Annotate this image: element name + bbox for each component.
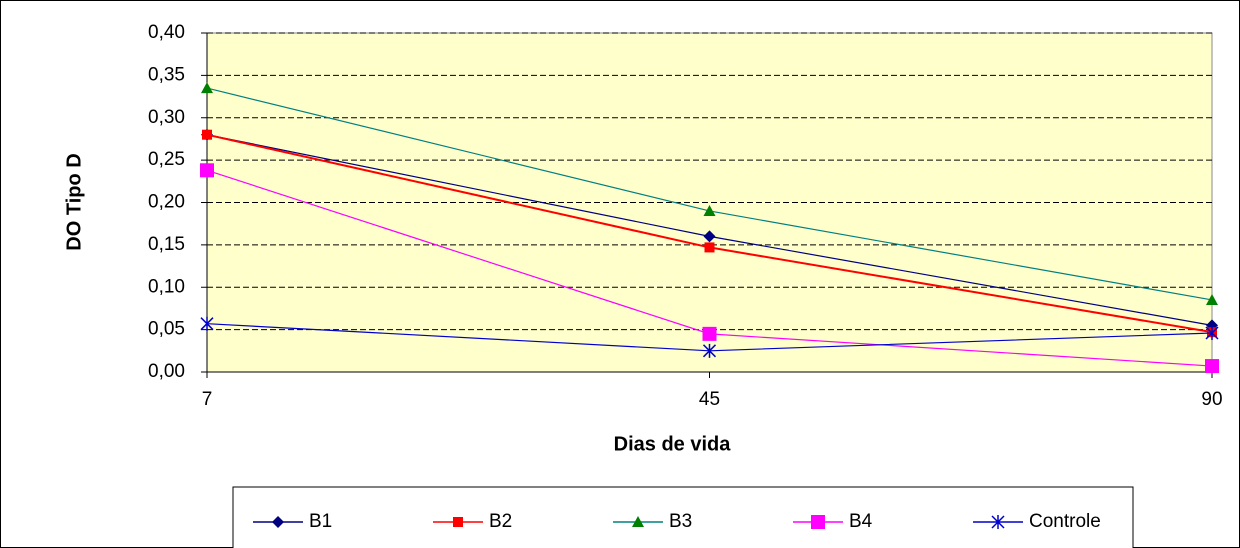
marker	[702, 326, 717, 341]
marker	[272, 516, 284, 528]
marker	[702, 343, 717, 358]
x-tick-label: 90	[1201, 389, 1222, 410]
legend-label: Controle	[1029, 511, 1101, 532]
y-tick-label: 0,35	[148, 64, 185, 85]
plot-area	[206, 32, 1213, 373]
legend-label: B2	[489, 511, 512, 532]
legend-label: B3	[669, 511, 692, 532]
marker	[632, 516, 644, 527]
marker	[200, 163, 214, 178]
marker	[201, 82, 213, 94]
y-tick-label: 0,20	[148, 192, 185, 213]
y-tick-label: 0,30	[148, 107, 185, 128]
marker	[704, 242, 715, 253]
y-axis-title: DO Tipo D	[63, 153, 85, 250]
marker	[453, 517, 463, 527]
marker	[703, 204, 716, 216]
marker	[991, 515, 1005, 529]
marker	[202, 129, 212, 140]
legend-label: B4	[849, 511, 873, 532]
marker	[200, 316, 214, 331]
marker	[1205, 326, 1219, 341]
y-tick-label: 0,40	[148, 22, 185, 43]
y-tick-label: 0,15	[148, 234, 185, 255]
y-tick-label: 0,10	[148, 276, 185, 297]
legend-box	[232, 486, 1134, 548]
marker	[811, 515, 825, 529]
marker	[1205, 359, 1219, 374]
x-tick-label: 7	[202, 389, 213, 410]
y-tick-label: 0,00	[148, 361, 185, 382]
marker	[703, 230, 716, 243]
x-tick-label: 45	[699, 389, 720, 410]
marker	[1206, 293, 1218, 305]
y-tick-label: 0,25	[148, 149, 185, 170]
y-tick-label: 0,05	[148, 319, 185, 340]
x-axis-title: Dias de vida	[614, 433, 732, 455]
legend-label: B1	[309, 511, 332, 532]
